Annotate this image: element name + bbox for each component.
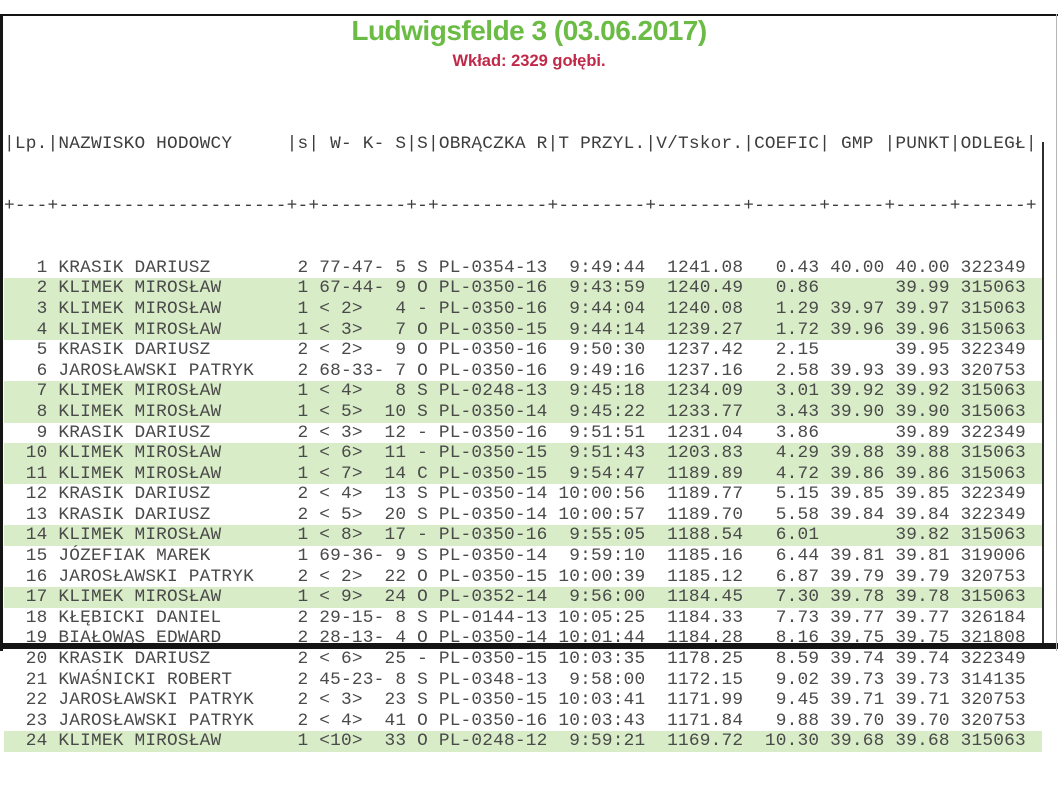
page-border-right [1056, 14, 1057, 651]
table-body: 1 KRASIK DARIUSZ 2 77-47- 5 S PL-0354-13… [4, 258, 1058, 752]
table-row: 23 JAROSŁAWSKI PATRYK 2 < 4> 41 O PL-035… [4, 710, 1026, 731]
table-header-row: |Lp.|NAZWISKO HODOWCY |s| W- K- S|S|OBRĄ… [4, 134, 1037, 155]
table-row: 20 KRASIK DARIUSZ 2 < 6> 25 - PL-0350-15… [4, 649, 1026, 670]
table-row: 11 KLIMEK MIROSŁAW 1 < 7> 14 C PL-0350-1… [4, 463, 1042, 485]
table-row: 18 KŁĘBICKI DANIEL 2 29-15- 8 S PL-0144-… [4, 607, 1026, 628]
table-row: 1 KRASIK DARIUSZ 2 77-47- 5 S PL-0354-13… [4, 257, 1026, 278]
table-row: 24 KLIMEK MIROSŁAW 1 <10> 33 O PL-0248-1… [4, 731, 1042, 752]
table-row: 14 KLIMEK MIROSŁAW 1 < 8> 17 - PL-0350-1… [4, 525, 1042, 547]
results-page: Ludwigsfelde 3 (03.06.2017) Wkład: 2329 … [0, 14, 1058, 793]
results-table: |Lp.|NAZWISKO HODOWCY |s| W- K- S|S|OBRĄ… [4, 93, 1058, 793]
table-row: 22 JAROSŁAWSKI PATRYK 2 < 3> 23 S PL-035… [4, 690, 1026, 711]
page-title: Ludwigsfelde 3 (03.06.2017) [351, 15, 707, 46]
page-border-bottom [0, 643, 1058, 649]
page-border-left [0, 14, 3, 651]
table-row: 2 KLIMEK MIROSŁAW 1 67-44- 9 O PL-0350-1… [4, 278, 1042, 299]
page-subtitle: Wkład: 2329 gołębi. [452, 52, 606, 70]
table-row: 10 KLIMEK MIROSŁAW 1 < 6> 11 - PL-0350-1… [4, 443, 1042, 464]
table-right-border [1042, 142, 1044, 643]
table-header-separator: +---+---------------------+-+--------+-+… [4, 195, 1037, 216]
table-row: 12 KRASIK DARIUSZ 2 < 4> 13 S PL-0350-14… [4, 484, 1026, 505]
table-row: 7 KLIMEK MIROSŁAW 1 < 4> 8 S PL-0248-13 … [4, 381, 1042, 402]
page-border-top [0, 14, 1058, 16]
table-row: 8 KLIMEK MIROSŁAW 1 < 5> 10 S PL-0350-14… [4, 401, 1042, 423]
table-row: 21 KWAŚNICKI ROBERT 2 45-23- 8 S PL-0348… [4, 669, 1026, 690]
table-row: 3 KLIMEK MIROSŁAW 1 < 2> 4 - PL-0350-16 … [4, 298, 1042, 320]
table-row: 4 KLIMEK MIROSŁAW 1 < 3> 7 O PL-0350-15 … [4, 319, 1042, 341]
table-row: 9 KRASIK DARIUSZ 2 < 3> 12 - PL-0350-16 … [4, 422, 1026, 443]
table-row: 13 KRASIK DARIUSZ 2 < 5> 20 S PL-0350-14… [4, 504, 1026, 525]
table-row: 16 JAROSŁAWSKI PATRYK 2 < 2> 22 O PL-035… [4, 566, 1026, 587]
table-row: 15 JÓZEFIAK MAREK 1 69-36- 9 S PL-0350-1… [4, 546, 1026, 567]
table-row: 17 KLIMEK MIROSŁAW 1 < 9> 24 O PL-0352-1… [4, 587, 1042, 608]
table-row: 5 KRASIK DARIUSZ 2 < 2> 9 O PL-0350-16 9… [4, 340, 1026, 361]
table-row: 6 JAROSŁAWSKI PATRYK 2 68-33- 7 O PL-035… [4, 360, 1026, 381]
